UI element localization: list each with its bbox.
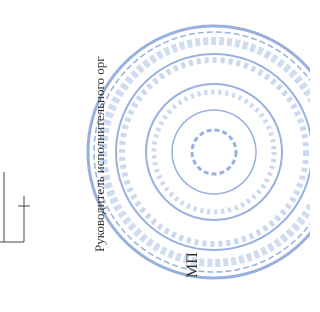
document-fragment: Руководитель исполнительного орг МП <box>0 0 310 312</box>
stamp-place-mark: МП <box>184 252 201 278</box>
page: Руководитель исполнительного орг МП (() … <box>0 0 320 312</box>
signatory-position: Руководитель исполнительного орг <box>92 56 107 252</box>
